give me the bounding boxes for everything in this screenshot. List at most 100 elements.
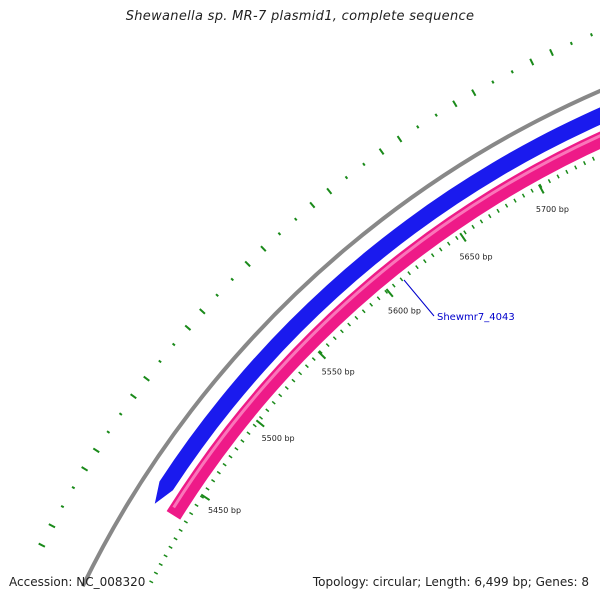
gc-tick [260, 245, 267, 252]
accession-label: Accession: NC_008320 [9, 575, 146, 589]
ruler-minor-tick [258, 416, 263, 420]
gc-tick [48, 523, 56, 529]
gene-label-line [403, 279, 435, 317]
gc-tick [215, 293, 219, 297]
ruler-minor-tick [298, 371, 303, 376]
ruler-minor-tick [463, 230, 467, 235]
tick-label: 5700 bp [536, 205, 569, 214]
gc-tick [129, 393, 137, 400]
forward-gene-arrow[interactable] [154, 20, 600, 504]
ruler-minor-tick [332, 336, 337, 341]
ruler-minor-tick [189, 511, 194, 516]
ruler-minor-tick [339, 329, 344, 334]
ruler-minor-tick [565, 169, 569, 175]
ruler-minor-tick [291, 378, 296, 383]
ruler-minor-tick [168, 545, 173, 549]
tick-label-group: 5450 bp 5500 bp 5550 bp 5600 bp 5650 bp 5700 … [208, 205, 569, 515]
ruler-minor-tick [574, 165, 578, 170]
ruler-minor-tick [438, 247, 443, 252]
ruler-minor-tick [178, 528, 183, 533]
ruler-minor-tick [252, 423, 257, 428]
ruler-minor-tick [183, 520, 188, 524]
ruler-minor-tick [354, 315, 359, 320]
ruler-minor-tick [479, 219, 484, 224]
ruler-minor-tick [278, 393, 283, 398]
ruler-minor-tick [211, 478, 216, 483]
ruler-minor-tick [504, 203, 509, 208]
ruler-minor-tick [228, 454, 233, 459]
gc-tick [416, 125, 420, 129]
ruler-minor-tick [284, 386, 289, 390]
gc-tick [277, 232, 282, 236]
ruler-minor-tick [199, 495, 205, 499]
ruler-minor-tick [530, 188, 534, 193]
gc-tick [81, 466, 89, 472]
ruler-minor-tick [582, 160, 587, 166]
gc-tick [396, 135, 403, 143]
ruler-minor-tick [399, 277, 404, 282]
ruler-minor-tick [376, 296, 381, 301]
gc-tick [60, 504, 65, 509]
ruler-minor-tick [194, 503, 199, 508]
ruler-major-tick [317, 350, 327, 360]
gc-tick [378, 148, 385, 155]
ruler-major-tick [255, 419, 265, 428]
gc-tick [38, 542, 46, 548]
tick-label: 5600 bp [388, 307, 421, 316]
topology-summary: Topology: circular; Length: 6,499 bp; Ge… [312, 575, 589, 589]
ruler-minor-tick [318, 350, 323, 354]
ruler-minor-tick [521, 193, 526, 198]
ruler-minor-tick [415, 265, 419, 270]
gc-tick [434, 113, 438, 117]
gc-tick [491, 80, 495, 84]
gc-tick [326, 187, 333, 195]
ruler-minor-tick [407, 271, 411, 276]
ruler-minor-tick [391, 283, 396, 288]
ruler-minor-tick [496, 208, 500, 213]
gc-tick [452, 100, 458, 108]
position-ruler [200, 184, 545, 501]
ruler-minor-tick [539, 183, 543, 188]
ruler-minor-tick [271, 400, 276, 405]
gc-tick [92, 447, 100, 454]
gc-tick [510, 70, 514, 74]
gc-tick [171, 342, 176, 347]
gc-tick [143, 375, 150, 382]
ruler-minor-tick [488, 214, 492, 219]
reverse-gene-highlight [172, 134, 600, 509]
tick-label: 5500 bp [262, 434, 295, 443]
ruler-major-tick [459, 232, 467, 243]
ruler-minor-tick [205, 487, 210, 491]
gene-label[interactable]: Shewmr7_4043 [437, 312, 515, 323]
reverse-gene-arrow[interactable] [166, 42, 600, 520]
ruler-minor-tick [513, 198, 517, 203]
ruler-minor-tick [556, 174, 560, 179]
ruler-minor-tick [304, 364, 309, 369]
ruler-minor-tick [246, 431, 251, 436]
gc-tick [569, 41, 573, 46]
gc-tick [344, 175, 349, 180]
ruler-minor-tick [369, 302, 374, 307]
gc-tick [589, 33, 593, 37]
ruler-minor-tick [361, 309, 366, 314]
ruler-minor-tick [234, 447, 239, 451]
ruler-minor-tick [173, 537, 178, 541]
gc-tick [294, 217, 298, 222]
gc-tick [230, 277, 235, 282]
ruler-minor-tick [430, 253, 435, 258]
ruler-minor-tick [222, 462, 227, 467]
ruler-minor-tick [158, 562, 163, 567]
gc-tick [549, 48, 554, 57]
ruler-minor-tick [153, 571, 159, 575]
ruler-minor-tick [547, 179, 552, 184]
gc-tick [199, 308, 206, 315]
ruler-minor-tick [240, 439, 245, 443]
gc-tick [118, 412, 123, 416]
ruler-minor-tick [423, 259, 427, 264]
tick-label: 5650 bp [459, 252, 492, 261]
ruler-minor-tick [311, 357, 316, 362]
ruler-minor-tick [591, 156, 595, 161]
gc-tick [158, 359, 162, 364]
backbone-track [80, 88, 600, 588]
